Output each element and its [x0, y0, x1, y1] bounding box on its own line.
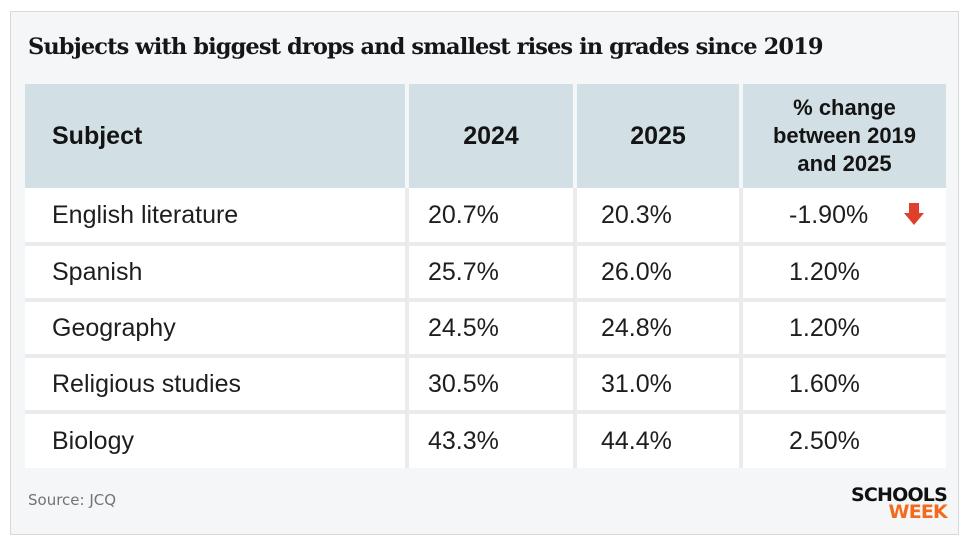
table-row: Biology 43.3% 44.4% 2.50% [25, 412, 946, 468]
table-row: Religious studies 30.5% 31.0% 1.60% [25, 356, 946, 414]
cell-2024: 43.3% [407, 412, 577, 468]
cell-change: -1.90% [741, 188, 946, 246]
cell-change: 1.60% [741, 356, 946, 414]
cell-2024: 20.7% [407, 188, 577, 246]
cell-change: 1.20% [741, 244, 946, 302]
logo-line-week: WEEK [888, 501, 948, 523]
data-table: Subject 2024 2025 % change between 2019 … [25, 84, 946, 468]
cell-subject: Geography [25, 300, 409, 358]
cell-subject: Biology [25, 412, 409, 468]
table-row: English literature 20.7% 20.3% -1.90% [25, 188, 946, 246]
logo-line-schools: SCHOOLS [850, 484, 948, 506]
cell-2025: 24.8% [575, 300, 743, 358]
column-header-change: % change between 2019 and 2025 [741, 84, 946, 188]
header-row: Subject 2024 2025 % change between 2019 … [25, 84, 946, 188]
cell-subject: Religious studies [25, 356, 409, 414]
cell-2025: 26.0% [575, 244, 743, 302]
cell-2024: 30.5% [407, 356, 577, 414]
cell-2025: 20.3% [575, 188, 743, 246]
cell-2025: 31.0% [575, 356, 743, 414]
table-row: Spanish 25.7% 26.0% 1.20% [25, 244, 946, 302]
cell-change: 2.50% [741, 412, 946, 468]
column-header-subject: Subject [25, 84, 409, 188]
table-row: Geography 24.5% 24.8% 1.20% [25, 300, 946, 358]
cell-2024: 24.5% [407, 300, 577, 358]
cell-subject: English literature [25, 188, 409, 246]
chart-title: Subjects with biggest drops and smallest… [28, 34, 824, 60]
source-note: Source: JCQ [28, 491, 117, 509]
cell-change: 1.20% [741, 300, 946, 358]
cell-2024: 25.7% [407, 244, 577, 302]
schools-week-logo: SCHOOLS WEEK [835, 484, 948, 523]
cell-2025: 44.4% [575, 412, 743, 468]
cell-change-value: -1.90% [789, 200, 869, 229]
column-header-2024: 2024 [407, 84, 577, 188]
cell-subject: Spanish [25, 244, 409, 302]
down-arrow-icon [904, 203, 924, 225]
chart-card: Subjects with biggest drops and smallest… [10, 11, 959, 535]
column-header-2025: 2025 [575, 84, 743, 188]
